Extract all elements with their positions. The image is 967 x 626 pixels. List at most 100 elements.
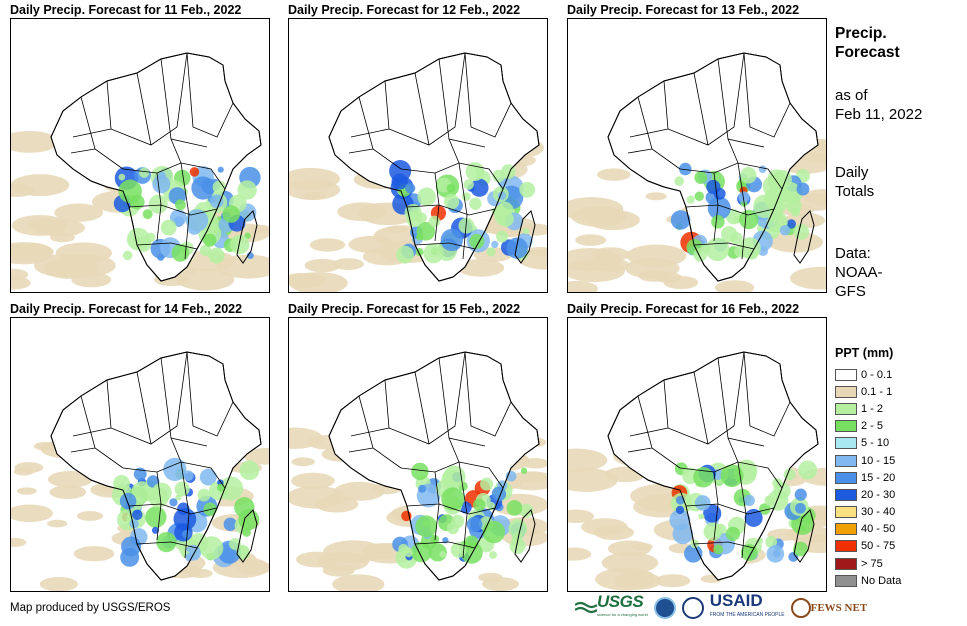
precip-area [152,175,171,194]
precip-area [450,542,467,558]
precip-area [508,519,528,538]
precip-area [694,495,711,511]
legend-label: 10 - 15 [861,454,896,467]
precip-area [175,199,186,211]
country-border [737,461,747,559]
country-border [448,138,460,164]
precip-area [222,205,240,223]
legend-swatch [835,540,857,553]
precip-area [470,178,489,197]
as-of-label: as of [835,87,868,104]
country-border [348,427,390,453]
country-border [156,471,162,541]
country-border [464,351,512,437]
coastline [607,351,819,581]
precip-area [396,245,414,264]
precip-area [519,181,536,198]
precip-area [461,192,471,201]
precip-area [674,176,684,186]
precip-area [700,243,711,253]
panel-title: Daily Precip. Forecast for 15 Feb., 2022 [288,302,521,316]
panel-title: Daily Precip. Forecast for 16 Feb., 2022 [567,302,800,316]
precip-area [698,513,705,520]
country-border [136,72,152,146]
heading-line-2: Forecast [835,44,900,61]
precip-area [506,237,528,259]
country-border [434,172,440,242]
precip-area [216,483,225,492]
precip-area [517,472,547,484]
precip-area [197,488,211,502]
precip-area [714,280,755,292]
precip-area [469,197,482,210]
precip-area [151,526,159,534]
forecast-panel-2: Daily Precip. Forecast for 12 Feb., 2022 [288,3,548,293]
precip-area [322,564,355,577]
legend-label: 15 - 20 [861,471,896,484]
panel-title: Daily Precip. Forecast for 14 Feb., 2022 [10,302,243,316]
precip-area [655,574,691,588]
country-border [414,371,430,445]
precip-area [509,537,526,554]
precip-area [131,509,143,521]
legend-title: PPT (mm) [835,346,894,360]
legend-label: 0.1 - 1 [861,385,893,398]
precip-area [798,460,818,480]
precip-area [753,194,777,219]
country-border [156,172,162,242]
precip-area [568,197,624,221]
ppt-legend: PPT (mm) 0 - 0.1 0.1 - 1 1 - 2 2 - 5 5 - 10 1… [835,346,901,589]
precip-area [439,550,446,558]
precip-area [795,502,806,514]
precip-area [706,179,721,195]
country-border [170,138,182,164]
precip-area [177,502,190,515]
precip-area [663,276,699,290]
precip-area [199,244,212,257]
precip-area [16,487,37,495]
precip-area [519,503,534,518]
precip-area [492,169,506,183]
precip-area [411,462,429,481]
precip-area [686,195,695,204]
data-source: Data: NOAA- GFS [835,244,883,301]
precip-area [738,191,750,203]
coastline [50,351,262,581]
precip-area [482,520,505,544]
source-line-2: NOAA- [835,264,883,281]
precip-area [733,215,742,224]
dhs-logo [681,597,704,619]
legend-swatch [835,557,857,570]
precip-area [391,173,408,190]
heading-line-1: Precip. [835,25,887,42]
precip-area [11,130,59,153]
legend-item: > 75 [835,555,901,572]
legend-swatch [835,574,857,587]
legend-item: No Data [835,572,901,589]
panel-title: Daily Precip. Forecast for 12 Feb., 2022 [288,3,521,17]
country-border [693,541,755,549]
legend-label: 40 - 50 [861,523,896,536]
country-border [693,371,709,445]
country-border [170,437,182,463]
precip-area [486,247,496,257]
precip-area [790,266,826,290]
precip-area [289,167,340,190]
country-border [448,437,460,463]
forecast-panel-1: Daily Precip. Forecast for 11 Feb., 2022 [10,3,270,293]
precip-area [417,187,436,207]
precip-area [71,272,112,288]
legend-item: 20 - 30 [835,486,901,503]
totals-line-1: Daily [835,164,869,181]
precip-area [694,191,705,201]
country-border [136,541,198,549]
precip-area [506,500,523,516]
precip-area [675,505,685,515]
as-of-date: as of Feb 11, 2022 [835,86,922,124]
precip-area [796,182,810,196]
source-line-3: GFS [835,283,866,300]
precip-area [498,211,514,227]
country-border [348,128,390,154]
precip-area [13,467,35,476]
legend-swatch [835,420,857,433]
